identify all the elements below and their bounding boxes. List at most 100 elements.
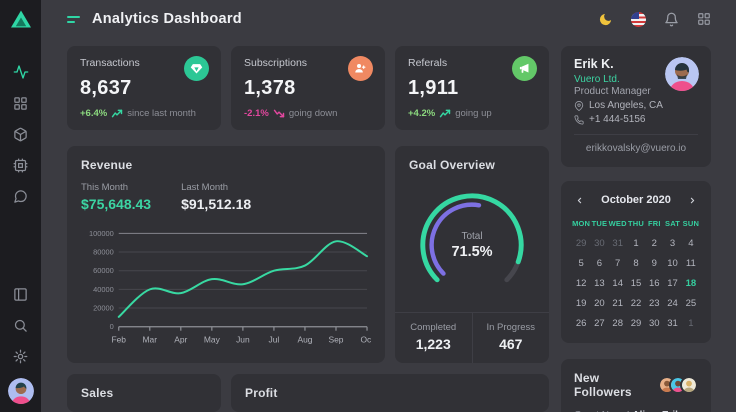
calendar-day[interactable]: 18 xyxy=(685,277,697,289)
sidebar-item-dashboards[interactable] xyxy=(13,95,29,111)
calendar-day[interactable]: 2 xyxy=(651,237,657,249)
stat-label: Subscriptions xyxy=(244,57,308,69)
stat-trend: -2.1% going down xyxy=(244,108,372,119)
menu-toggle-icon[interactable] xyxy=(67,15,80,23)
calendar-day[interactable]: 3 xyxy=(669,237,676,249)
calendar-day[interactable]: 5 xyxy=(578,257,584,269)
revenue-stats: This Month $75,648.43 Last Month $91,512… xyxy=(81,182,371,212)
calendar-header: October 2020 xyxy=(572,190,700,210)
calendar-day[interactable]: 29 xyxy=(630,317,642,329)
profile-email[interactable]: erikkovalsky@vuero.io xyxy=(585,143,687,154)
follower-avatar-mary[interactable] xyxy=(680,376,698,394)
language-selector[interactable] xyxy=(630,11,646,27)
trend-note: going up xyxy=(455,108,492,119)
followers-avatars xyxy=(658,376,698,394)
calendar-day[interactable]: 16 xyxy=(648,277,660,289)
gauge-svg xyxy=(420,193,524,283)
stat-card-transactions[interactable]: Transactions 8,637 +6.4% since last mont… xyxy=(67,46,221,130)
search-icon xyxy=(14,319,27,332)
calendar-day[interactable]: 1 xyxy=(688,317,694,329)
main-grid: Transactions 8,637 +6.4% since last mont… xyxy=(41,38,736,412)
calendar-day[interactable]: 19 xyxy=(575,297,587,309)
calendar-day-name: SAT xyxy=(665,219,681,228)
vuero-logo[interactable] xyxy=(10,9,32,29)
chat-icon xyxy=(14,189,27,203)
goal-footer: Completed 1,223 In Progress 467 xyxy=(395,312,549,363)
calendar-day[interactable]: 21 xyxy=(612,297,623,309)
sidebar-item-components[interactable] xyxy=(13,157,29,173)
message-text: , xyxy=(656,410,662,412)
moon-icon xyxy=(599,13,611,25)
stat-icon-badge xyxy=(348,56,373,81)
calendar-day[interactable]: 29 xyxy=(575,237,587,249)
calendar-day[interactable]: 8 xyxy=(633,257,639,269)
trend-note: since last month xyxy=(127,108,196,119)
calendar-day[interactable]: 30 xyxy=(594,237,605,249)
calendar-next-button[interactable] xyxy=(686,193,700,207)
calendar-day[interactable]: 13 xyxy=(594,277,605,289)
new-followers-card: New Followers Great News! Alice, Erik an… xyxy=(561,359,711,412)
calendar-day[interactable]: 20 xyxy=(594,297,605,309)
calendar-day[interactable]: 14 xyxy=(612,277,623,289)
follower-name[interactable]: Alice xyxy=(632,410,656,412)
calendar-day[interactable]: 15 xyxy=(630,277,642,289)
stat-card-referals[interactable]: Referals 1,911 +4.2% going up xyxy=(395,46,549,130)
page-title: Analytics Dashboard xyxy=(92,11,242,27)
sidebar-item-activity[interactable] xyxy=(13,64,29,80)
sidebar-item-settings[interactable] xyxy=(13,348,29,364)
sales-card: Sales xyxy=(67,374,221,412)
calendar-day[interactable]: 28 xyxy=(612,317,623,329)
sidebar-item-messages[interactable] xyxy=(13,188,29,204)
profile-location-row: Los Angeles, CA xyxy=(574,100,698,111)
activity-icon xyxy=(13,65,28,79)
stat-card-subscriptions[interactable]: Subscriptions 1,378 -2.1% going down xyxy=(231,46,385,130)
calendar-day[interactable]: 27 xyxy=(594,317,605,329)
calendar-day[interactable]: 22 xyxy=(630,297,642,309)
calendar-prev-button[interactable] xyxy=(572,193,586,207)
calendar-day[interactable]: 25 xyxy=(685,297,697,309)
profile-location: Los Angeles, CA xyxy=(589,100,663,111)
svg-text:40000: 40000 xyxy=(93,285,114,294)
box-icon xyxy=(14,127,27,141)
sidebar-item-search[interactable] xyxy=(13,317,29,333)
calendar-day[interactable]: 26 xyxy=(575,317,587,329)
message-text: Great News! xyxy=(574,410,632,412)
profile-company[interactable]: Vuero Ltd. xyxy=(574,74,620,85)
calendar-day[interactable]: 6 xyxy=(596,257,603,269)
calendar-day[interactable]: 9 xyxy=(651,257,657,269)
trend-value: +4.2% xyxy=(408,108,436,119)
gauge-percent-value: 71.5% xyxy=(451,243,493,260)
sidebar-item-layout[interactable] xyxy=(13,286,29,302)
follower-name[interactable]: Erik xyxy=(662,410,681,412)
stat-icon-badge xyxy=(184,56,209,81)
svg-text:Apr: Apr xyxy=(174,335,187,345)
calendar-card: October 2020 MON TUE WED THU FRI SAT SUN 29 30 31… xyxy=(561,181,711,343)
calendar-day[interactable]: 24 xyxy=(667,297,678,309)
trend-value: +6.4% xyxy=(80,108,108,119)
calendar-day[interactable]: 11 xyxy=(685,257,696,269)
in-progress-label: In Progress xyxy=(486,322,536,333)
calendar-day[interactable]: 30 xyxy=(648,317,660,329)
stats-row: Transactions 8,637 +6.4% since last mont… xyxy=(67,46,549,130)
calendar-day[interactable]: 31 xyxy=(612,237,623,249)
dark-mode-toggle[interactable] xyxy=(597,11,613,27)
profile-avatar[interactable] xyxy=(665,57,699,91)
calendar-day[interactable]: 12 xyxy=(575,277,587,289)
calendar-day[interactable]: 31 xyxy=(667,317,678,329)
notifications-button[interactable] xyxy=(663,11,679,27)
calendar-day[interactable]: 10 xyxy=(667,257,678,269)
apps-menu-button[interactable] xyxy=(696,11,712,27)
calendar-day[interactable]: 17 xyxy=(667,277,678,289)
svg-text:Oct: Oct xyxy=(360,335,371,345)
gauge-total-label: Total xyxy=(461,230,483,242)
layout-icon xyxy=(14,287,27,301)
sidebar-item-products[interactable] xyxy=(13,126,29,142)
calendar-day[interactable]: 4 xyxy=(688,237,694,249)
calendar-day[interactable]: 7 xyxy=(615,257,621,269)
goal-gauge: Total 71.5% xyxy=(413,186,531,304)
sidebar-user-avatar[interactable] xyxy=(7,378,34,404)
calendar-day[interactable]: 1 xyxy=(633,237,639,249)
revenue-chart[interactable]: 0 20000 40000 60000 80000 100000 Feb Mar Apr May J… xyxy=(81,212,371,351)
calendar-day[interactable]: 23 xyxy=(648,297,660,309)
profit-card: Profit xyxy=(231,374,549,412)
